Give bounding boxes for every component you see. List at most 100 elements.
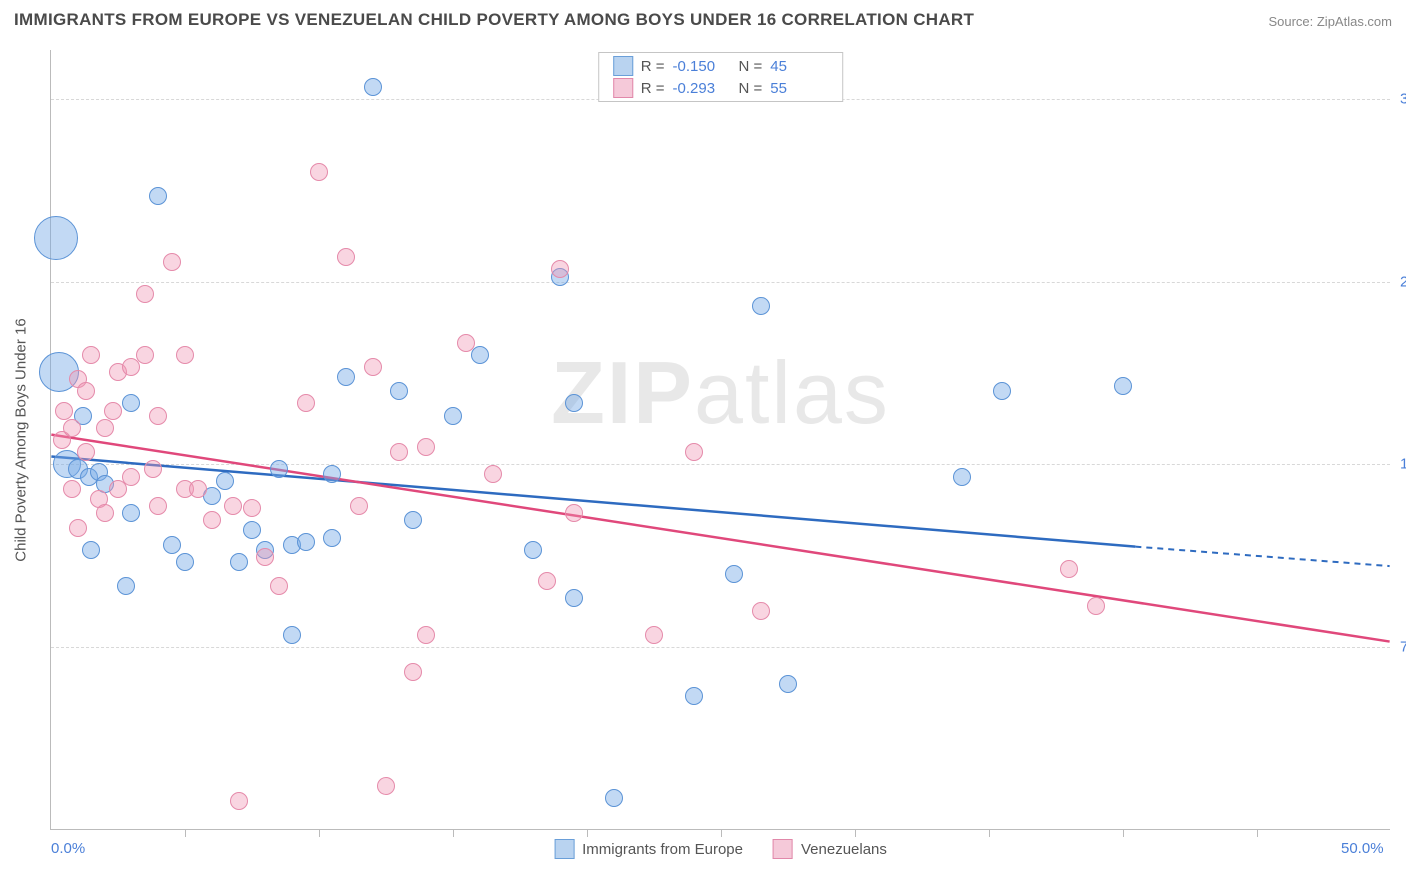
x-tick (989, 829, 990, 837)
scatter-point (323, 465, 341, 483)
source-credit: Source: ZipAtlas.com (1268, 14, 1392, 29)
legend-item-0: Immigrants from Europe (554, 839, 743, 859)
series-name-1: Venezuelans (801, 841, 887, 858)
scatter-point (270, 460, 288, 478)
scatter-point (685, 443, 703, 461)
scatter-point (96, 504, 114, 522)
y-tick-label: 22.5% (1400, 273, 1406, 290)
scatter-point (270, 577, 288, 595)
y-axis-label: Child Poverty Among Boys Under 16 (13, 318, 30, 561)
scatter-point (243, 499, 261, 517)
scatter-point (117, 577, 135, 595)
scatter-point (63, 480, 81, 498)
x-tick (185, 829, 186, 837)
scatter-point (104, 402, 122, 420)
scatter-point (953, 468, 971, 486)
scatter-point (136, 346, 154, 364)
scatter-point (565, 394, 583, 412)
scatter-point (551, 260, 569, 278)
r-value-0: -0.150 (673, 58, 731, 75)
scatter-point (82, 346, 100, 364)
scatter-points (51, 50, 1390, 829)
legend-row-0: R = -0.150 N = 45 (599, 55, 843, 77)
scatter-point (216, 472, 234, 490)
r-value-1: -0.293 (673, 80, 731, 97)
n-label-0: N = (739, 58, 763, 75)
n-label-1: N = (739, 80, 763, 97)
scatter-point (417, 626, 435, 644)
scatter-point (337, 248, 355, 266)
legend-swatch-1 (613, 78, 633, 98)
scatter-point (404, 663, 422, 681)
scatter-point (779, 675, 797, 693)
scatter-point (752, 297, 770, 315)
scatter-point (417, 438, 435, 456)
x-tick (855, 829, 856, 837)
y-tick-label: 7.5% (1400, 639, 1406, 656)
scatter-point (725, 565, 743, 583)
scatter-point (993, 382, 1011, 400)
x-tick-label: 50.0% (1341, 840, 1384, 857)
scatter-point (457, 334, 475, 352)
r-label-0: R = (641, 58, 665, 75)
scatter-point (377, 777, 395, 795)
x-tick (1257, 829, 1258, 837)
scatter-point (163, 536, 181, 554)
scatter-point (283, 626, 301, 644)
n-value-0: 45 (770, 58, 828, 75)
scatter-point (565, 504, 583, 522)
y-tick-label: 30.0% (1400, 90, 1406, 107)
legend-swatch-bottom-0 (554, 839, 574, 859)
scatter-point (189, 480, 207, 498)
scatter-point (176, 553, 194, 571)
legend-swatch-bottom-1 (773, 839, 793, 859)
scatter-point (144, 460, 162, 478)
scatter-point (230, 553, 248, 571)
legend-series: Immigrants from Europe Venezuelans (554, 839, 887, 859)
scatter-point (77, 443, 95, 461)
scatter-point (163, 253, 181, 271)
chart-title: IMMIGRANTS FROM EUROPE VS VENEZUELAN CHI… (14, 10, 1392, 30)
scatter-point (297, 533, 315, 551)
scatter-point (122, 504, 140, 522)
scatter-point (404, 511, 422, 529)
scatter-point (1087, 597, 1105, 615)
series-name-0: Immigrants from Europe (582, 841, 743, 858)
scatter-point (471, 346, 489, 364)
y-tick-label: 15.0% (1400, 456, 1406, 473)
scatter-point (34, 216, 78, 260)
scatter-point (230, 792, 248, 810)
scatter-point (444, 407, 462, 425)
scatter-point (310, 163, 328, 181)
scatter-point (1114, 377, 1132, 395)
x-tick (1123, 829, 1124, 837)
scatter-point (122, 468, 140, 486)
source-prefix: Source: (1268, 14, 1316, 29)
x-tick (319, 829, 320, 837)
scatter-point (390, 382, 408, 400)
scatter-point (243, 521, 261, 539)
scatter-point (176, 346, 194, 364)
scatter-point (323, 529, 341, 547)
x-tick-label: 0.0% (51, 840, 85, 857)
scatter-point (63, 419, 81, 437)
scatter-point (364, 358, 382, 376)
scatter-point (484, 465, 502, 483)
scatter-point (390, 443, 408, 461)
scatter-point (297, 394, 315, 412)
scatter-point (685, 687, 703, 705)
scatter-point (69, 519, 87, 537)
scatter-point (350, 497, 368, 515)
scatter-point (364, 78, 382, 96)
x-tick (453, 829, 454, 837)
n-value-1: 55 (770, 80, 828, 97)
scatter-point (524, 541, 542, 559)
source-name: ZipAtlas.com (1317, 14, 1392, 29)
scatter-point (256, 548, 274, 566)
scatter-point (136, 285, 154, 303)
scatter-point (77, 382, 95, 400)
scatter-point (565, 589, 583, 607)
scatter-point (538, 572, 556, 590)
scatter-point (82, 541, 100, 559)
x-tick (587, 829, 588, 837)
